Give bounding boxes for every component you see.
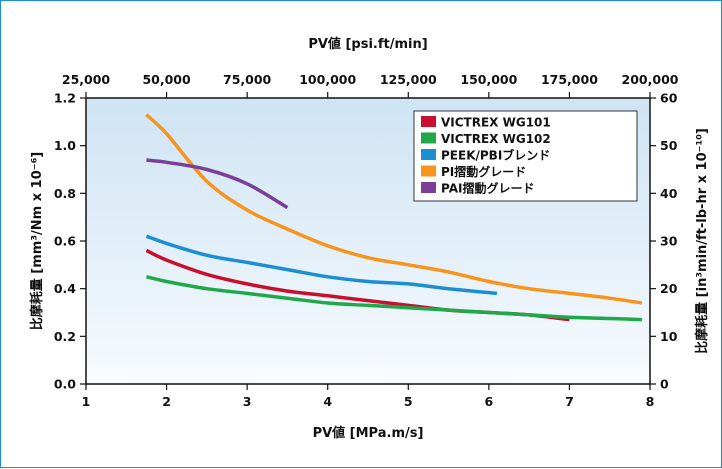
legend-label-3: PEEK/PBIブレンド <box>441 148 550 163</box>
legend-swatch-3 <box>421 149 436 160</box>
y-axis-label: 比摩耗量 [mm³/Nm x 10⁻⁶] <box>29 152 45 330</box>
legend-label-2: VICTREX WG102 <box>441 132 551 146</box>
legend-label-1: VICTREX WG101 <box>441 116 551 130</box>
x-tick-label: 5 <box>404 394 413 409</box>
legend-label-4: PI摺動グレード <box>441 164 526 179</box>
y-tick-label: 1.0 <box>54 138 76 153</box>
top-x-tick-label: 200,000 <box>622 72 679 87</box>
right-y-tick-label: 50 <box>660 138 678 153</box>
right-y-axis-label: 比摩耗量 [in³min/ft-lb-hr x 10⁻¹⁰] <box>694 128 710 354</box>
x-tick-label: 4 <box>323 394 332 409</box>
y-tick-label: 0.0 <box>54 377 76 392</box>
right-y-tick-label: 10 <box>660 329 678 344</box>
legend-swatch-4 <box>421 165 436 177</box>
right-y-tick-label: 40 <box>660 186 678 201</box>
top-x-axis-label: PV値 [psi.ft/min] <box>308 36 427 52</box>
top-x-tick-label: 50,000 <box>142 72 191 87</box>
y-tick-label: 0.8 <box>54 186 76 201</box>
series-line-2 <box>146 275 642 322</box>
legend-swatch-1 <box>421 116 436 127</box>
x-axis-label: PV値 [MPa.m/s] <box>313 425 424 441</box>
top-x-tick-label: 75,000 <box>223 72 272 87</box>
series-line-5 <box>146 158 289 210</box>
legend: VICTREX WG101 VICTREX WG102 PEEK/PBIブレンドPI… <box>413 110 638 202</box>
legend-box <box>413 110 638 202</box>
right-y-tick-label: 20 <box>660 281 678 296</box>
right-y-tick-label: 30 <box>660 234 678 249</box>
x-tick-label: 3 <box>243 394 252 409</box>
y-tick-label: 1.2 <box>54 91 76 106</box>
top-x-tick-label: 100,000 <box>299 72 356 87</box>
top-x-tick-label: 125,000 <box>380 72 437 87</box>
legend-label-5: PAI摺動グレード <box>441 181 534 196</box>
x-tick-label: 6 <box>485 394 494 409</box>
x-tick-label: 8 <box>646 394 655 409</box>
legend-swatch-2 <box>421 132 436 144</box>
top-x-tick-label: 150,000 <box>460 72 517 87</box>
top-x-tick-label: 175,000 <box>541 72 598 87</box>
right-y-tick-label: 60 <box>660 91 678 106</box>
x-tick-label: 1 <box>82 394 91 409</box>
x-tick-label: 7 <box>565 394 574 409</box>
right-y-tick-label: 0 <box>660 377 669 392</box>
series-line-3 <box>145 234 498 296</box>
x-tick-label: 2 <box>162 394 171 409</box>
y-tick-label: 0.4 <box>54 281 76 296</box>
y-tick-label: 0.6 <box>54 234 76 249</box>
legend-swatch-5 <box>421 182 436 193</box>
y-tick-label: 0.2 <box>54 329 76 344</box>
top-x-tick-label: 25,000 <box>62 72 111 87</box>
series-line-4 <box>145 113 643 305</box>
